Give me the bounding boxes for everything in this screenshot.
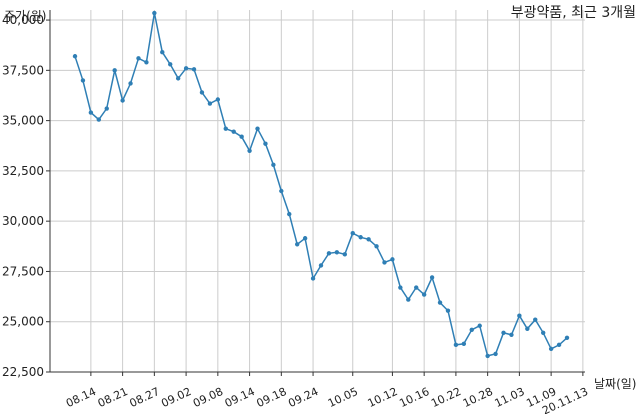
x-tick-label: 08.27 — [128, 385, 162, 410]
price-point — [445, 308, 451, 313]
y-tick-label: 27,500 — [2, 264, 44, 278]
price-point — [429, 275, 435, 280]
price-point — [374, 244, 379, 249]
price-point — [294, 242, 300, 247]
price-point — [382, 260, 387, 265]
price-point — [350, 231, 355, 236]
y-tick-label: 32,500 — [2, 164, 44, 178]
price-point — [334, 250, 340, 255]
price-point — [263, 141, 268, 146]
price-point — [120, 98, 125, 103]
price-point — [469, 327, 474, 332]
chart-title: 부광약품, 최근 3개월 — [511, 5, 636, 21]
price-point — [287, 211, 292, 217]
price-point — [247, 148, 252, 153]
price-point — [406, 297, 411, 302]
price-point — [437, 300, 443, 305]
y-tick-label: 40,000 — [2, 13, 44, 27]
price-point — [239, 134, 244, 139]
price-point — [342, 252, 348, 257]
y-tick-label: 35,000 — [2, 114, 44, 128]
price-point — [509, 332, 514, 337]
price-point — [302, 236, 308, 241]
price-point — [556, 342, 562, 348]
y-tick-layer: 22,500 25,000 27,500 30,000 32,500 35,000 37,5… — [2, 13, 50, 379]
price-point — [366, 237, 371, 242]
x-tick-label: 09.02 — [159, 385, 193, 410]
price-point — [104, 106, 109, 111]
price-point — [215, 97, 221, 102]
price-point — [183, 66, 189, 71]
grid-layer — [50, 10, 585, 373]
price-point — [421, 292, 427, 297]
price-point — [136, 56, 141, 61]
x-tick-label: 10.05 — [326, 385, 360, 410]
x-tick-label: 08.14 — [64, 385, 98, 410]
x-tick-label: 09.08 — [191, 385, 225, 410]
price-point — [453, 342, 459, 348]
price-point — [223, 126, 228, 131]
price-point — [358, 235, 363, 240]
x-tick-label: 09.24 — [286, 385, 320, 410]
price-point — [175, 76, 181, 81]
price-point — [501, 330, 506, 335]
price-points — [72, 10, 570, 359]
price-point — [88, 110, 94, 115]
price-point — [477, 323, 482, 328]
price-point — [390, 257, 395, 262]
price-point — [525, 326, 530, 331]
price-point — [485, 353, 490, 359]
price-point — [112, 68, 117, 73]
price-point — [271, 162, 276, 168]
price-point — [540, 330, 546, 335]
x-tick-label: 09.14 — [223, 385, 257, 410]
price-point — [152, 10, 157, 16]
price-point — [461, 341, 467, 347]
price-series-line — [74, 12, 568, 357]
price-point — [326, 251, 332, 256]
x-tick-label: 10.16 — [397, 385, 431, 410]
price-point — [160, 50, 165, 55]
x-axis-label: 날짜(일) — [594, 377, 636, 391]
y-tick-label: 37,500 — [2, 63, 44, 77]
price-point — [564, 335, 570, 341]
price-point — [128, 81, 133, 86]
price-point — [318, 263, 324, 268]
price-point — [310, 276, 316, 281]
x-tick-layer: 08.1408.2108.2709.0209.0809.1409.1809.24… — [64, 372, 590, 414]
price-point — [72, 54, 78, 59]
price-point — [191, 67, 197, 72]
x-tick-label: 11.03 — [493, 385, 527, 410]
price-point — [533, 317, 538, 322]
price-point — [255, 126, 260, 131]
price-point — [231, 129, 236, 134]
y-tick-label: 25,000 — [2, 315, 44, 329]
y-tick-label: 22,500 — [2, 365, 44, 379]
price-point — [96, 117, 102, 122]
y-axis-label: 주가(원) — [4, 9, 46, 23]
price-point — [279, 188, 284, 194]
price-point — [398, 285, 403, 290]
x-tick-label: 10.12 — [366, 385, 400, 410]
price-point — [548, 346, 554, 352]
price-point — [80, 78, 86, 83]
price-point — [168, 62, 173, 67]
price-point — [493, 351, 498, 357]
x-tick-label: 10.22 — [429, 385, 463, 410]
x-tick-label: 10.28 — [461, 385, 495, 410]
price-point — [199, 90, 205, 95]
price-point — [207, 101, 213, 106]
price-point — [414, 285, 419, 290]
price-point — [144, 60, 149, 65]
y-tick-label: 30,000 — [2, 214, 44, 228]
price-point — [517, 313, 522, 318]
x-tick-label: 09.18 — [255, 385, 289, 410]
x-tick-label: 08.21 — [96, 385, 130, 410]
